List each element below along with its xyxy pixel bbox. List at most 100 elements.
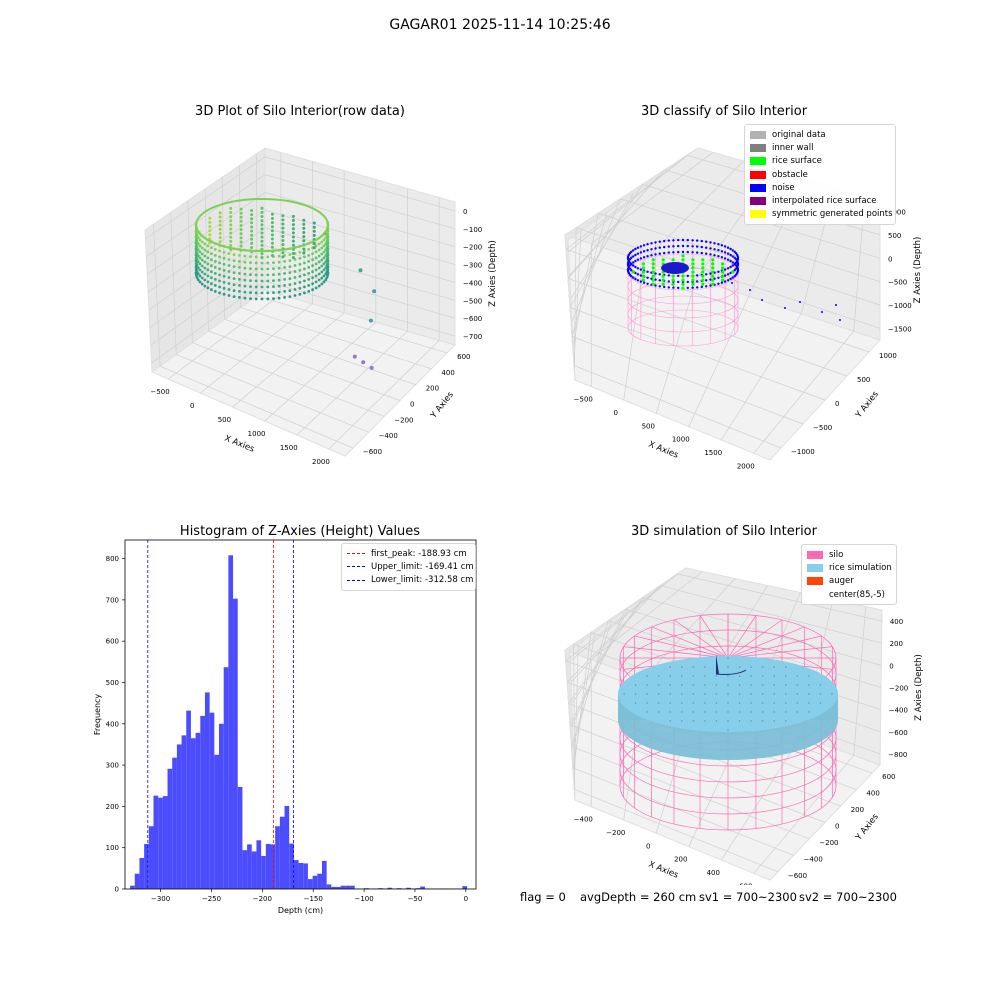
panel3-legend-item: first_peak: -188.93 cm [347,547,470,560]
panel4-legend-item: silo [807,548,891,561]
panel2-z-tick-label: 500 [888,232,901,240]
histogram-bar [415,888,421,889]
panel1-outlier-point [368,318,373,323]
histogram-bar [200,715,205,889]
legend-line-sample [347,579,365,581]
histogram-y-tick-label: 100 [106,844,119,852]
panel1-title: 3D Plot of Silo Interior(row data) [195,104,405,119]
legend-label: noise [772,182,795,193]
histogram-bar [420,886,425,889]
panel4-y-tick-label: −600 [788,872,807,880]
legend-label: symmetric generated points [772,209,893,220]
panel1-z-tick-label: −200 [463,244,482,252]
panel1-rim [195,198,329,252]
panel2-noise-point [821,311,823,313]
histogram-bar [186,710,191,889]
legend-swatch [750,197,766,206]
panel4-x-tick-label: 200 [674,856,687,864]
histogram-x-tick-label: 0 [464,895,468,903]
histogram-bar [130,885,135,889]
panel2-x-tick-label: −500 [574,396,593,404]
legend-line-sample [347,566,365,568]
histogram-x-tick-label: −200 [253,895,272,903]
panel1-x-tick-label: 1500 [280,444,298,452]
panel4-y-axis-label: Y Axies [853,812,881,844]
histogram-x-tick-label: −50 [408,895,423,903]
histogram-bar [303,863,308,889]
panel3-legend-item: Upper_limit: -169.41 cm [347,560,474,573]
panel4-3d-simulation-plot: −400−2000200400600−600−400−2000200400600… [563,567,924,885]
panel1-3d-raw-plot: −500 0 500 1000 1500 2000 −600 −400 −200 0 2004006… [144,147,498,466]
histogram-bar [265,843,271,889]
footer-avg-depth: avgDepth = 260 cm [580,890,697,904]
legend-label: first_peak: -188.93 cm [371,548,467,559]
panel1-y-tick-label: 200 [426,385,439,393]
histogram-bar [256,840,262,889]
histogram-bar [462,886,468,889]
legend-line-sample [347,553,365,555]
panel3-title: Histogram of Z-Axies (Height) Values [179,524,421,539]
histogram-bar [350,885,355,889]
legend-label: center(85,-5) [829,589,885,600]
histogram-y-tick-label: 300 [106,762,119,770]
panel2-y-tick-label: 0 [835,400,839,408]
legend-swatch [750,130,766,139]
panel1-y-tick-label: −600 [363,448,382,456]
legend-swatch [750,183,766,192]
histogram-bar [406,887,411,889]
histogram-bar [331,886,337,889]
legend-swatch [750,157,766,166]
histogram-bar [321,860,327,889]
panel1-x-tick-label: −500 [150,388,169,396]
histogram-bar [247,844,252,889]
histogram-bar [261,855,266,889]
histogram-bar [289,843,294,889]
histogram-bar [279,816,285,889]
histogram-bar [228,555,234,889]
legend-swatch [807,563,823,572]
panel2-z-axis-label: Z Axies (Depth) [913,237,923,304]
panel2-y-tick-label: 500 [857,376,870,384]
legend-label: silo [829,549,844,560]
histogram-bar [190,738,196,889]
histogram-bar [251,851,257,889]
panel1-z-tick-label: −400 [463,279,482,287]
panel1-y-tick-label: 400 [441,369,454,377]
panel1-gridlines [145,152,456,450]
panel4-z-tick-label: 0 [889,662,893,670]
histogram-y-tick-label: 400 [106,720,119,728]
panel4-z-tick-label: −200 [889,685,908,693]
histogram-bar [158,797,163,889]
legend-swatch [807,550,823,559]
legend-label: obstacle [772,169,808,180]
panel4-z-axis-label: Z Axies (Depth) [914,654,924,721]
legend-label: rice surface [772,156,822,167]
histogram-bar [340,885,346,889]
panel2-x-tick-label: 0 [614,409,618,417]
legend-label: inner wall [772,142,814,153]
panel4-y-tick-label: 0 [835,823,839,831]
histogram-bar [144,843,149,889]
panel4-legend-item: rice simulation [807,561,892,574]
histogram-bar [326,884,332,889]
panel2-y-tick-label: −500 [813,424,832,432]
histogram-x-tick-label: −100 [354,895,373,903]
panel4-legend: silo rice simulation auger center(85,-5) [801,544,897,606]
footer-flag: flag = 0 [520,890,566,904]
panel2-x-tick-label: 1500 [704,449,722,457]
panel2-legend-item: obstacle [750,168,890,181]
panel2-x-tick-label: 2000 [737,462,755,470]
panel2-x-tick-label: 500 [642,422,655,430]
panel4-z-tick-label: −400 [889,707,908,715]
panel1-x-tick-label: 1000 [248,430,266,438]
legend-swatch [807,577,823,586]
panel1-z-tick-label: −100 [463,226,482,234]
panel1-z-tick-label: −500 [463,297,482,305]
histogram-bar [223,667,229,889]
histogram-bar [293,860,299,889]
panel2-gridlines [565,152,881,454]
histogram-x-tick-label: −150 [304,895,323,903]
panel4-y-tick-label: −400 [804,855,823,863]
panel1-x-tick-label: 0 [190,402,194,410]
panel1-z-axis-label: Z Axies (Depth) [488,240,498,307]
